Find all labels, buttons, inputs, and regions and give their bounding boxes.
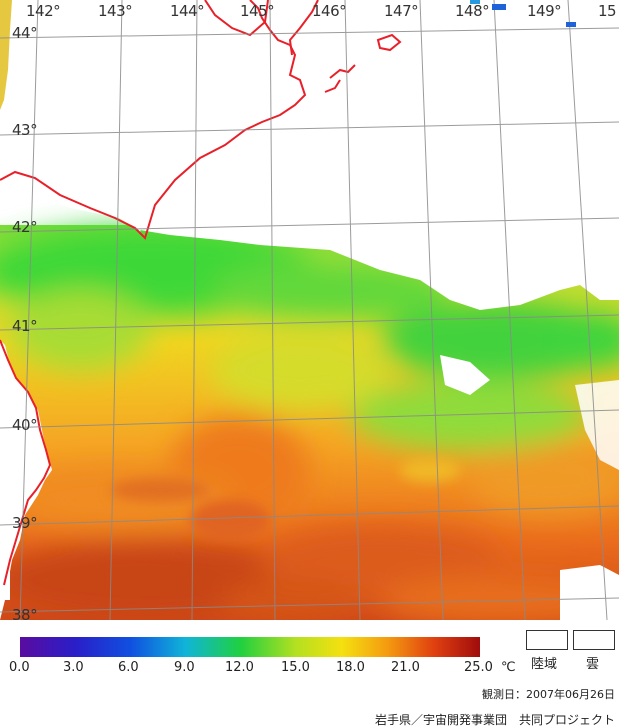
latitude-label-40: 40° — [12, 416, 38, 434]
cold-patches — [470, 0, 576, 27]
latitude-label-43: 43° — [12, 121, 38, 139]
coastline — [0, 0, 402, 586]
temperature-color-bar — [20, 637, 480, 657]
latitude-label-39: 39° — [12, 514, 38, 532]
cloud-legend-swatch — [573, 630, 615, 650]
latitude-label-42: 42° — [12, 218, 38, 236]
land-legend-label: 陸域 — [531, 657, 558, 672]
longitude-label-145: 145° — [240, 2, 275, 20]
latitude-label-38: 38° — [12, 606, 38, 624]
longitude-label-150: 15 — [598, 2, 617, 20]
colorbar-tick-3: 3.0 — [63, 660, 84, 675]
longitude-label-148: 148° — [455, 2, 490, 20]
graticule — [0, 0, 619, 620]
longitude-label-144: 144° — [170, 2, 205, 20]
longitude-label-149: 149° — [527, 2, 562, 20]
colorbar-tick-25: 25.0 — [464, 660, 493, 675]
latitude-label-41: 41° — [12, 317, 38, 335]
longitude-label-147: 147° — [384, 2, 419, 20]
longitude-label-142: 142° — [26, 2, 61, 20]
colorbar-tick-15: 15.0 — [281, 660, 310, 675]
cloud-legend-label: 雲 — [586, 657, 600, 672]
observation-date: 観測日：2007年06月26日 — [482, 688, 615, 701]
colorbar-tick-21: 21.0 — [391, 660, 420, 675]
sea-surface-temperature-map — [0, 0, 619, 620]
temperature-unit: ℃ — [501, 660, 516, 675]
land-legend-swatch — [526, 630, 568, 650]
colorbar-tick-9: 9.0 — [174, 660, 195, 675]
colorbar-tick-0: 0.0 — [9, 660, 30, 675]
project-credit: 岩手県／宇宙開発事業団 共同プロジェクト — [374, 713, 615, 727]
colorbar-tick-12: 12.0 — [225, 660, 254, 675]
longitude-label-143: 143° — [98, 2, 133, 20]
colorbar-tick-18: 18.0 — [336, 660, 365, 675]
latitude-label-44: 44° — [12, 24, 38, 42]
colorbar-tick-6: 6.0 — [118, 660, 139, 675]
longitude-label-146: 146° — [312, 2, 347, 20]
